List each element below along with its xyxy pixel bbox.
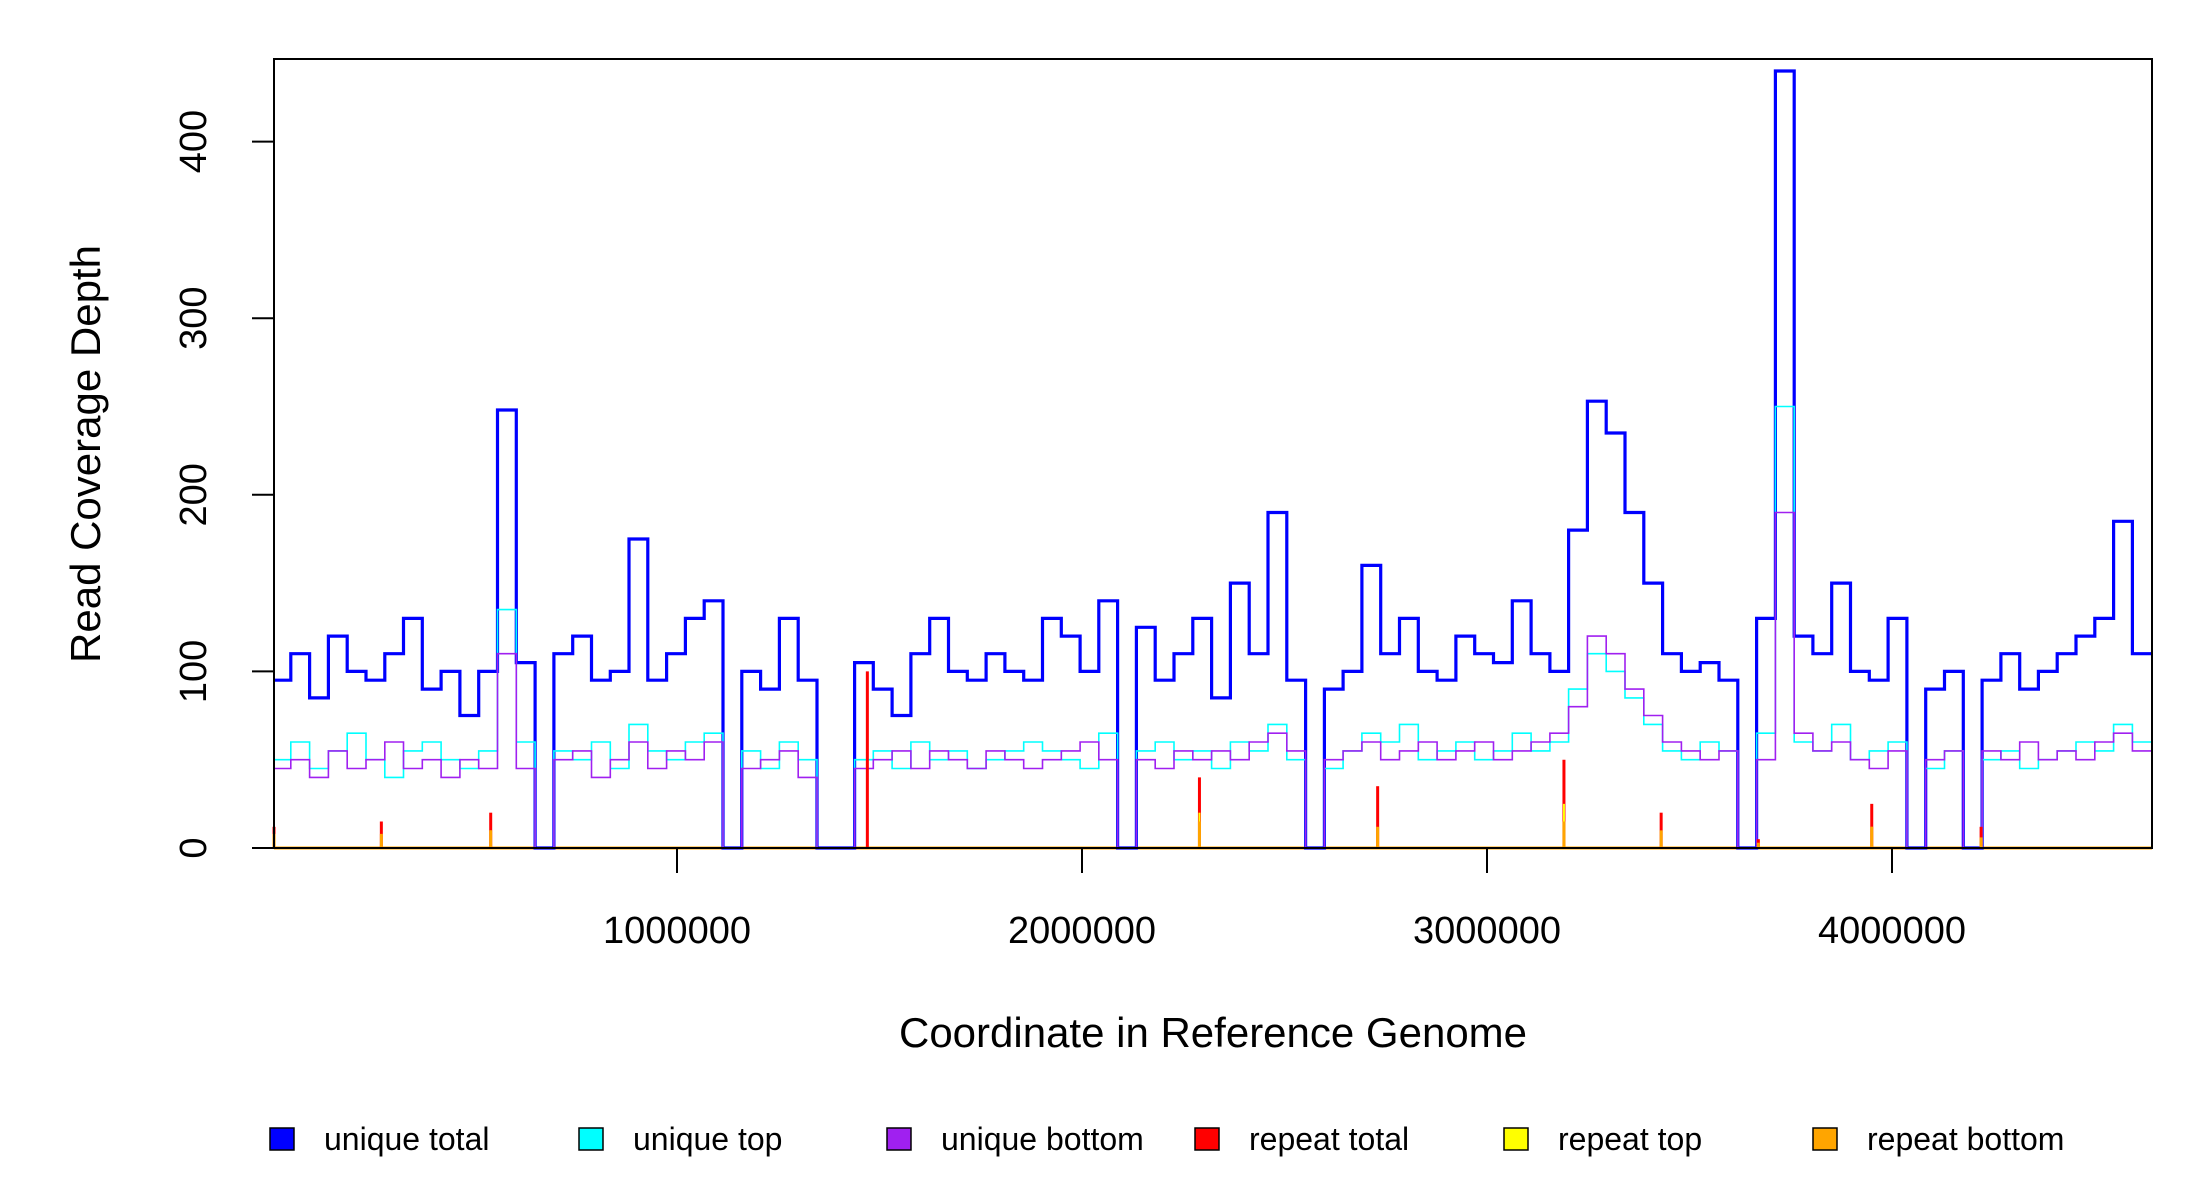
- y-tick-label: 200: [173, 463, 215, 526]
- series-unique-bottom: [274, 511, 2152, 849]
- legend-swatch: [578, 1127, 604, 1151]
- x-tick-label: 3000000: [1413, 910, 1561, 952]
- legend-label: unique total: [324, 1121, 489, 1157]
- legend-label: unique bottom: [941, 1121, 1144, 1157]
- y-axis-label: Read Coverage Depth: [62, 245, 109, 663]
- y-axis: 0 100 200 300 400: [173, 110, 274, 859]
- legend-item-unique-top: unique top: [578, 1121, 782, 1157]
- legend-item-unique-total: unique total: [269, 1121, 489, 1157]
- legend-item-repeat-bottom: repeat bottom: [1812, 1121, 2064, 1157]
- legend-label: unique top: [633, 1121, 782, 1157]
- legend-label: repeat top: [1558, 1121, 1702, 1157]
- x-axis: 1000000 2000000 3000000 4000000: [603, 848, 1966, 952]
- plot-frame: [273, 58, 2153, 849]
- legend-item-repeat-top: repeat top: [1503, 1121, 1702, 1157]
- series-unique-total: [274, 69, 2152, 850]
- legend-swatch: [886, 1127, 912, 1151]
- y-tick-label: 400: [173, 110, 215, 173]
- legend-label: repeat bottom: [1867, 1121, 2064, 1157]
- x-tick-label: 2000000: [1008, 910, 1156, 952]
- plot-series: [272, 69, 2152, 850]
- legend-label: repeat total: [1249, 1121, 1409, 1157]
- legend-swatch: [1194, 1127, 1220, 1151]
- legend-item-repeat-total: repeat total: [1194, 1121, 1409, 1157]
- y-tick-label: 300: [173, 286, 215, 349]
- legend-item-unique-bottom: unique bottom: [886, 1121, 1144, 1157]
- x-axis-label: Coordinate in Reference Genome: [899, 1009, 1527, 1056]
- y-tick-label: 100: [173, 640, 215, 703]
- legend-swatch: [1503, 1127, 1529, 1151]
- x-tick-label: 1000000: [603, 910, 751, 952]
- legend-swatch: [269, 1127, 295, 1151]
- legend: unique total unique top unique bottom repea…: [269, 1121, 2064, 1157]
- x-tick-label: 4000000: [1818, 910, 1966, 952]
- legend-swatch: [1812, 1127, 1838, 1151]
- y-tick-label: 0: [173, 837, 215, 858]
